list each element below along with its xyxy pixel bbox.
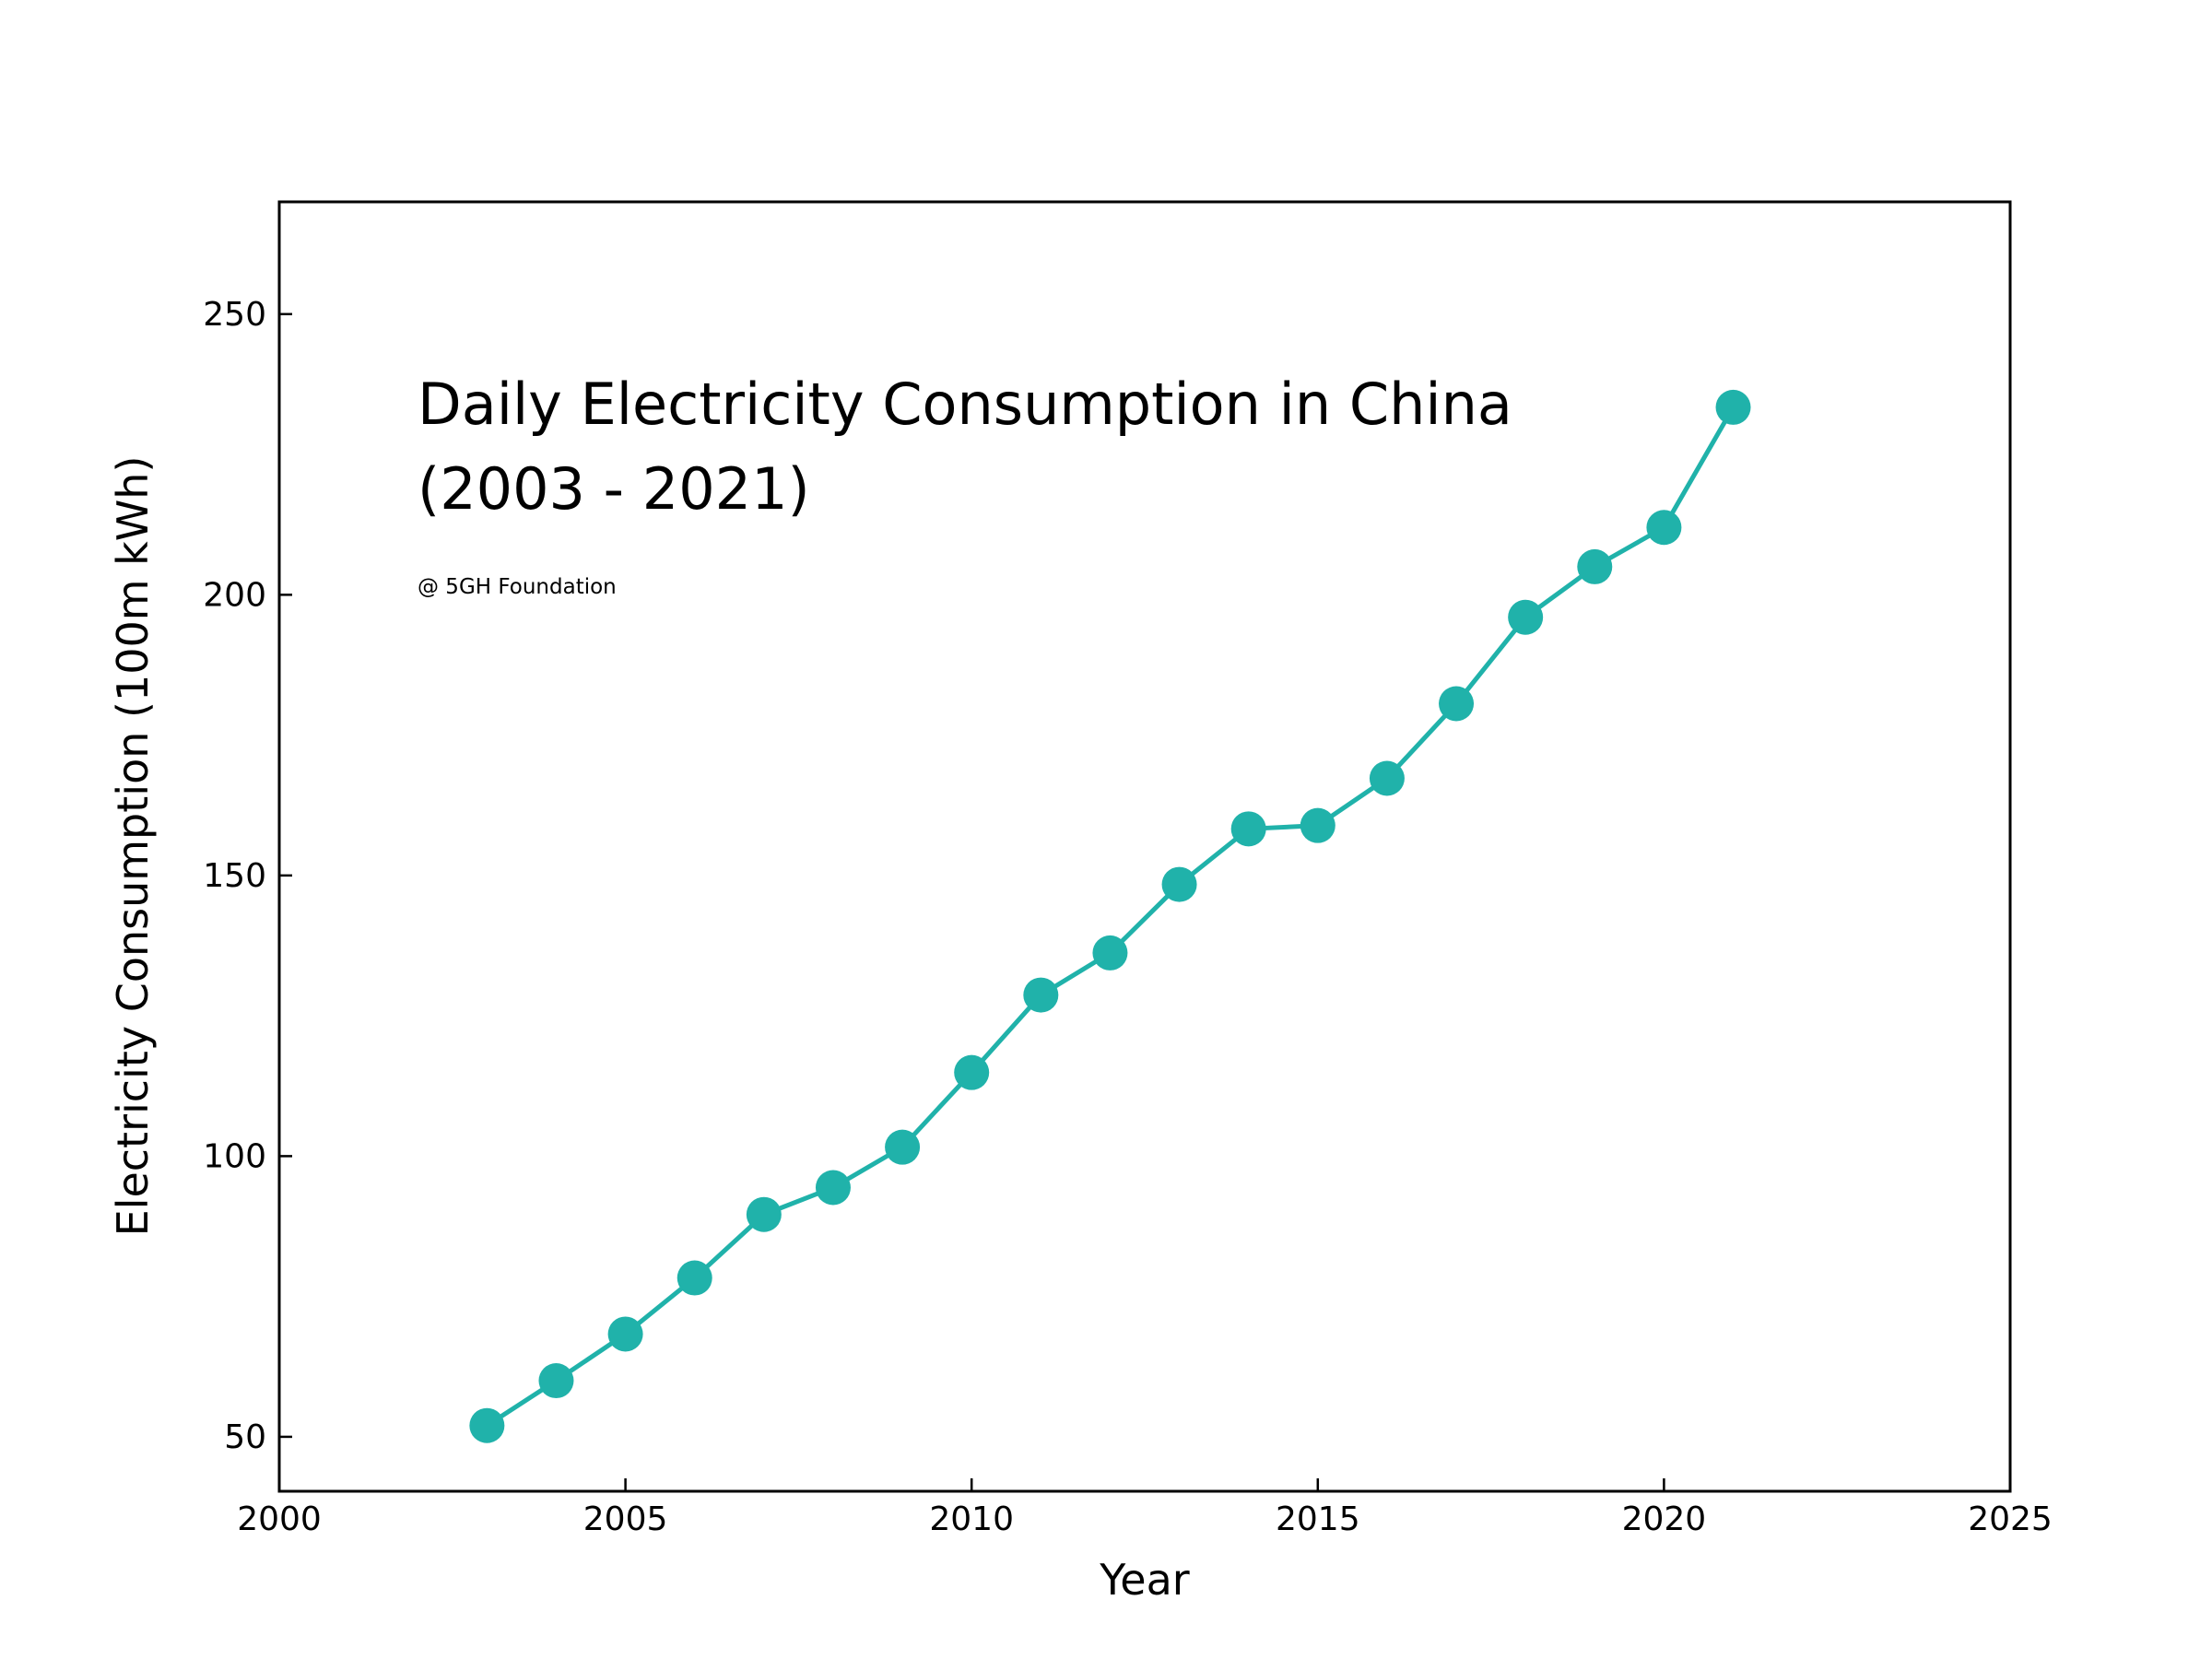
data-point — [1023, 977, 1059, 1013]
data-point — [1577, 548, 1613, 584]
data-point — [607, 1316, 643, 1352]
data-point — [469, 1407, 505, 1443]
data-point — [1230, 811, 1266, 847]
axis-ticks: 2000 2005 2010 2015 2020 2025 50 100 150 200 250 — [203, 296, 2053, 1538]
y-axis-title: Electricity Consumption (100m kWh) — [108, 456, 158, 1237]
x-tick-label: 2015 — [1276, 1500, 1360, 1538]
chart-title-line-2: (2003 - 2021) — [418, 455, 810, 523]
data-point — [954, 1054, 990, 1090]
x-tick-label: 2005 — [583, 1500, 668, 1538]
data-point — [1300, 807, 1335, 843]
chart-title-line-1: Daily Electricity Consumption in China — [418, 371, 1512, 438]
x-tick-label: 2020 — [1622, 1500, 1707, 1538]
y-tick-label: 50 — [224, 1418, 266, 1456]
x-tick-label: 2010 — [929, 1500, 1014, 1538]
data-point — [1715, 389, 1751, 425]
data-point — [1508, 599, 1544, 635]
x-axis-title: Year — [1099, 1555, 1189, 1605]
data-point — [815, 1170, 851, 1206]
data-point — [1161, 866, 1197, 902]
data-point — [677, 1260, 712, 1296]
y-tick-label: 100 — [203, 1137, 266, 1175]
plot-frame — [277, 200, 2012, 1493]
data-point — [1439, 686, 1475, 722]
data-series — [469, 389, 1751, 1443]
data-point — [1646, 510, 1682, 546]
data-point — [1092, 935, 1128, 971]
data-point — [1369, 760, 1405, 796]
y-tick-label: 250 — [203, 296, 266, 334]
credit-annotation: @ 5GH Foundation — [418, 575, 617, 599]
y-tick-label: 200 — [203, 576, 266, 614]
x-tick-label: 2025 — [1968, 1500, 2053, 1538]
y-tick-label: 150 — [203, 857, 266, 895]
x-tick-label: 2000 — [237, 1500, 322, 1538]
data-point — [746, 1196, 782, 1232]
data-point — [885, 1129, 921, 1165]
data-point — [538, 1363, 574, 1399]
